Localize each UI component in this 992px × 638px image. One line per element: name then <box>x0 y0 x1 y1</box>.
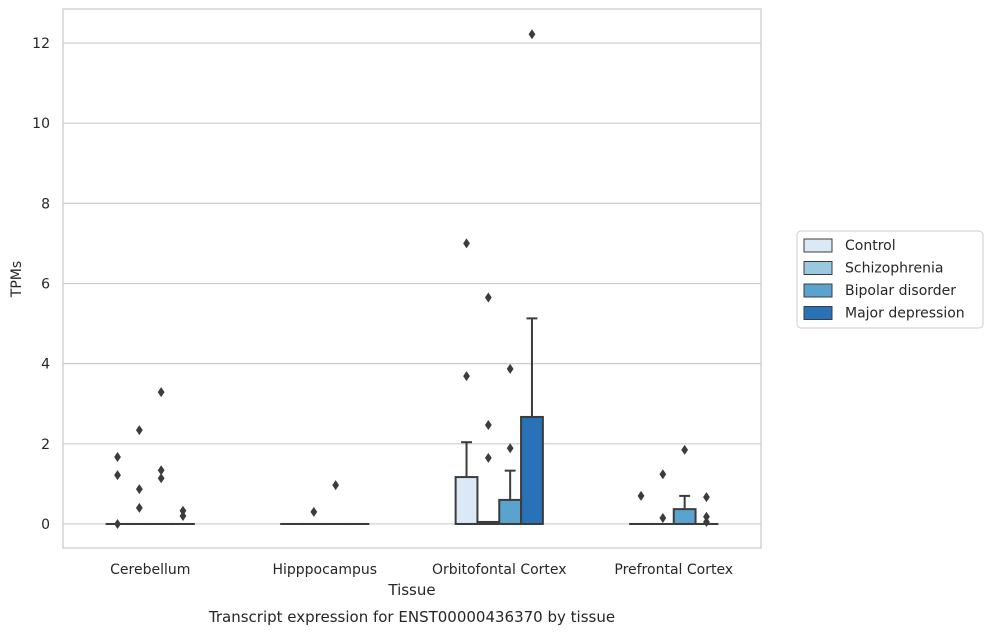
boxes <box>107 318 718 524</box>
box-bipolar-disorder <box>674 496 696 524</box>
y-tick-label: 6 <box>41 277 50 293</box>
y-tick-label: 8 <box>41 196 50 212</box>
outlier-point <box>114 519 121 529</box>
outlier-point <box>485 453 492 463</box>
outlier-point <box>463 371 470 381</box>
outlier-point <box>114 452 121 462</box>
legend-swatch <box>804 307 832 320</box>
legend-label: Bipolar disorder <box>845 283 956 299</box>
y-tick-label: 4 <box>41 357 50 373</box>
legend-label: Major depression <box>845 306 965 322</box>
box-major-depression <box>521 318 543 524</box>
outlier-point <box>136 484 143 494</box>
x-tick-label: Prefrontal Cortex <box>614 562 733 578</box>
legend-label: Schizophrenia <box>845 261 943 277</box>
box <box>499 500 521 524</box>
legend-swatch <box>804 239 832 252</box>
box-control <box>456 442 478 524</box>
legend: Control Schizophrenia Bipolar disorder Majo… <box>797 231 983 328</box>
outlier-point <box>659 513 666 523</box>
y-tick-label: 10 <box>32 116 50 132</box>
legend-swatch <box>804 284 832 297</box>
y-tick-label: 2 <box>41 437 50 453</box>
x-axis-label: Tissue <box>387 581 435 599</box>
outlier-point <box>485 420 492 430</box>
x-tick-label: Hipppocampus <box>272 562 377 578</box>
outlier-point <box>463 238 470 248</box>
y-tick-label: 0 <box>41 517 50 533</box>
box-schizophrenia <box>477 522 499 524</box>
outlier-point <box>485 293 492 303</box>
outlier-point <box>310 507 317 517</box>
y-tick-labels: 0 2 4 6 8 10 12 <box>32 36 50 533</box>
legend-swatch <box>804 262 832 275</box>
outlier-point <box>507 443 514 453</box>
outlier-point <box>529 29 536 39</box>
box <box>521 417 543 524</box>
outliers <box>114 29 710 529</box>
outlier-point <box>114 470 121 480</box>
outlier-point <box>180 506 187 516</box>
outlier-point <box>158 387 165 397</box>
chart-caption: Transcript expression for ENST0000043637… <box>208 608 615 626</box>
x-tick-label: Cerebellum <box>110 562 190 578</box>
outlier-point <box>136 425 143 435</box>
x-tick-label: Orbitofontal Cortex <box>432 562 567 578</box>
box <box>674 509 696 524</box>
plot-frame <box>63 9 761 548</box>
y-tick-label: 12 <box>32 36 50 52</box>
outlier-point <box>136 503 143 513</box>
outlier-point <box>681 445 688 455</box>
outlier-point <box>158 465 165 475</box>
y-axis-label: TPMs <box>9 261 25 298</box>
outlier-point <box>703 492 710 502</box>
grid <box>63 43 761 524</box>
legend-label: Control <box>845 238 896 254</box>
outlier-point <box>507 364 514 374</box>
outlier-point <box>703 512 710 522</box>
outlier-point <box>638 491 645 501</box>
outlier-point <box>332 480 339 490</box>
outlier-point <box>659 469 666 479</box>
box <box>456 477 478 524</box>
x-tick-labels: Cerebellum Hipppocampus Orbitofontal Corte… <box>110 562 733 578</box>
box-bipolar-disorder <box>499 471 521 524</box>
